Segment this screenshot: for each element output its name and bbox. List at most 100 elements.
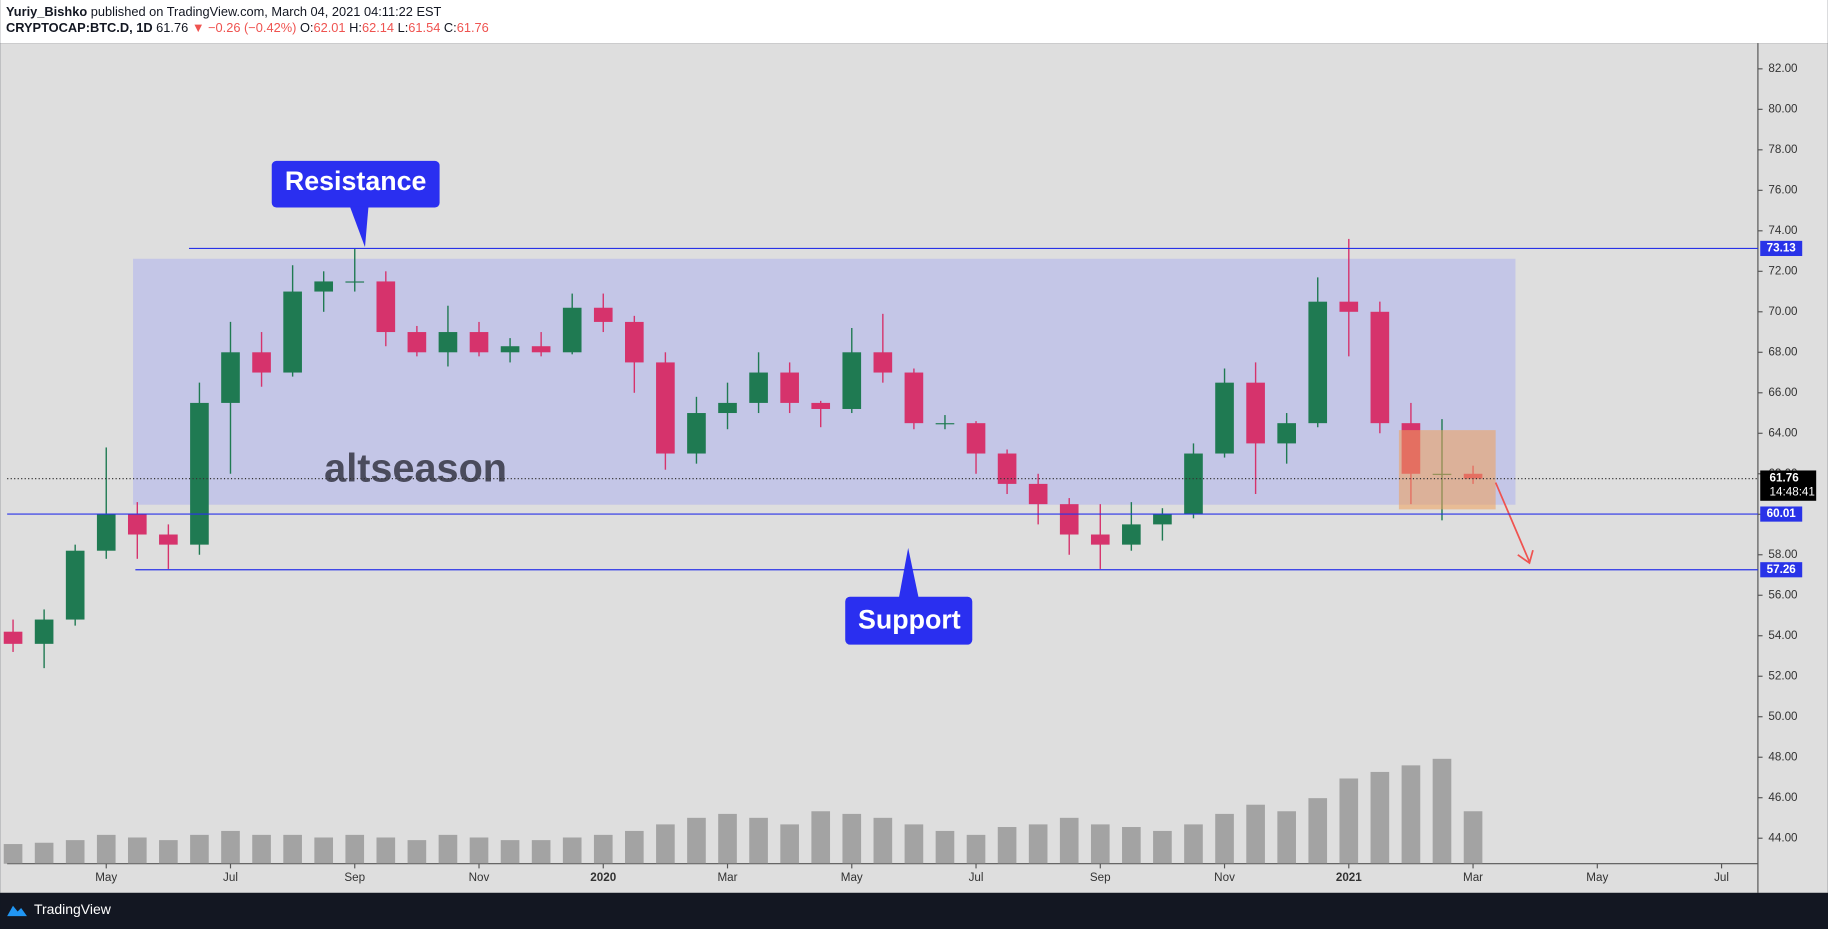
candle-body (687, 413, 706, 454)
x-tick-label: Jul (969, 871, 984, 884)
volume-bar (1277, 811, 1296, 864)
candle-body (159, 534, 178, 545)
x-tick-label: Jul (1714, 871, 1729, 884)
symbol: CRYPTOCAP:BTC.D, 1D (6, 21, 153, 36)
y-tick-label: 52.00 (1768, 669, 1798, 682)
y-tick-label: 78.00 (1768, 143, 1798, 156)
level-tag (1760, 240, 1803, 257)
volume-bar (1215, 813, 1234, 864)
level-label: 60.01 (1767, 507, 1797, 520)
volume-bar (34, 842, 54, 864)
candle-body (1215, 382, 1234, 454)
volume-bar (1090, 824, 1110, 864)
volume-bar (345, 834, 365, 864)
candle-body (935, 423, 955, 425)
candle-body (1339, 301, 1359, 312)
volume-bar (1308, 798, 1328, 864)
candle-body (1122, 524, 1141, 545)
y-tick-label: 48.00 (1768, 750, 1798, 763)
y-tick-label: 54.00 (1768, 629, 1798, 642)
candle-body (593, 307, 613, 322)
candle-body (34, 619, 54, 644)
candle-body (749, 372, 768, 403)
volume-bar (1339, 778, 1359, 864)
y-tick-label: 68.00 (1768, 345, 1798, 358)
volume-bar (593, 834, 613, 864)
candle-body (221, 352, 240, 403)
volume-bar (65, 840, 85, 864)
volume-bar (997, 827, 1017, 864)
x-tick-label: Jul (223, 871, 238, 884)
candle-body (500, 346, 520, 353)
volume-bar (283, 834, 302, 864)
candle-body (407, 332, 427, 353)
support-label: Support (858, 604, 961, 634)
y-tick-label: 70.00 (1768, 305, 1798, 318)
volume-bar (96, 834, 116, 864)
volume-bar (1246, 804, 1265, 864)
candle-body (65, 550, 85, 620)
candle-body (531, 346, 551, 353)
volume-bar (314, 837, 334, 864)
volume-bar (1184, 824, 1203, 864)
ohlc-value: 61.76 (457, 21, 489, 36)
arrow (1494, 482, 1534, 565)
volume-bar (1122, 827, 1141, 864)
x-tick-label: Nov (1214, 871, 1235, 884)
last-price-tag (1760, 470, 1817, 501)
byline: Yuriy_Bishko published on TradingView.co… (6, 4, 442, 19)
logo (7, 905, 27, 917)
ohlc-label: L: (398, 21, 409, 36)
support-box (845, 596, 973, 645)
x-tick-label: May (1586, 871, 1608, 884)
volume-bar (221, 830, 240, 864)
candle-body (562, 307, 582, 353)
ohlc-label: C: (444, 21, 457, 36)
candle-body (842, 352, 862, 409)
y-tick-label: 64.00 (1768, 426, 1798, 439)
x-tick-label: Mar (1463, 871, 1483, 884)
author: Yuriy_Bishko (6, 4, 87, 19)
last-price-label: 61.76 (1770, 472, 1800, 485)
y-tick-label: 74.00 (1768, 224, 1798, 237)
candle-body (625, 321, 644, 363)
volume-bar (1432, 758, 1452, 864)
y-tick-label: 46.00 (1768, 791, 1798, 804)
volume-bar (873, 817, 893, 864)
ohlc-value: 62.14 (362, 21, 394, 36)
consolidation-box (1398, 430, 1496, 510)
x-tick-label: Sep (1090, 871, 1111, 884)
candle-body (1090, 534, 1110, 545)
candle-body (966, 423, 986, 454)
volume-bar (407, 840, 427, 864)
support-pointer (898, 547, 919, 598)
x-tick-label: May (841, 871, 863, 884)
volume-bar (811, 811, 831, 864)
candle-body (997, 453, 1017, 484)
volume-bar (1401, 765, 1421, 864)
candle-body (811, 402, 831, 409)
candle-body (1059, 504, 1079, 535)
footer-bg (0, 892, 1828, 929)
candle-body (252, 352, 271, 373)
candle-body (1153, 514, 1172, 525)
candle-body (1246, 382, 1265, 444)
byline-text: published on TradingView.com, March 04, … (91, 4, 442, 19)
resistance-box (271, 160, 440, 208)
candle-body (656, 362, 675, 454)
ohlc-label: H: (349, 21, 362, 36)
volume-bar (966, 834, 986, 864)
candle-body (376, 281, 396, 333)
last: 61.76 (156, 21, 188, 36)
volume-bar (3, 844, 23, 864)
candle-body (438, 332, 458, 353)
volume-bar (749, 817, 768, 864)
volume-bar (904, 824, 924, 864)
symbol-line: CRYPTOCAP:BTC.D, 1D 61.76 ▼ −0.26 (−0.42… (6, 21, 489, 36)
volume-bar (469, 837, 489, 864)
candle-body (283, 291, 302, 373)
volume-bar (252, 834, 271, 864)
volume-bar (625, 830, 644, 864)
volume-bar (376, 837, 396, 864)
